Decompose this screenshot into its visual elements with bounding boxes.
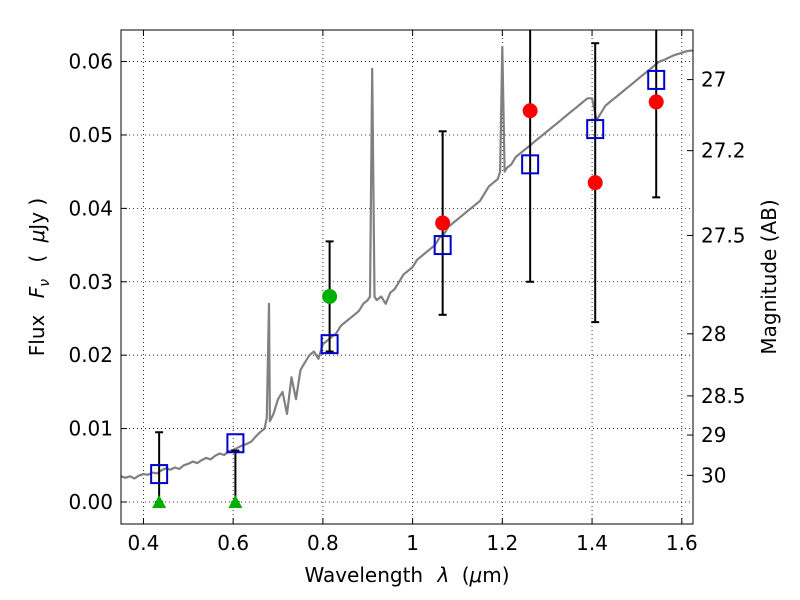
plot-frame <box>120 29 694 525</box>
red-data-point <box>587 175 603 191</box>
x-axis-label-unit-close: m) <box>482 563 509 587</box>
model-box-marker <box>647 69 666 90</box>
x-tick-label: 0.6 <box>217 531 249 555</box>
y-axis-label-unit-mu: μ <box>25 230 49 244</box>
green-triangle-marker <box>228 494 243 508</box>
y-axis-ticks: 0.00 0.01 0.02 0.03 0.04 0.05 0.06 <box>68 50 127 514</box>
y-axis-label-unit-close: Jy ) <box>25 198 49 232</box>
y-tick-label: 0.01 <box>68 417 113 441</box>
y2-tick-label: 30 <box>701 463 726 487</box>
red-data-point <box>648 94 664 110</box>
x-axis-label: Wavelength λ (μm) <box>304 563 509 587</box>
y-tick-label: 0.02 <box>68 343 113 367</box>
y2-tick-label: 27 <box>701 68 726 92</box>
model-box-marker <box>320 334 339 355</box>
y-tick-label: 0.04 <box>68 196 113 220</box>
x-tick-label: 1.6 <box>666 531 698 555</box>
y-axis-label-F: F <box>25 286 49 298</box>
x-tick-label: 1.4 <box>576 531 608 555</box>
model-box-marker <box>226 433 245 454</box>
plot-layer <box>120 30 693 508</box>
green-data-point <box>322 288 338 304</box>
x-tick-label: 1.2 <box>486 531 518 555</box>
y-tick-label: 0.06 <box>68 50 113 74</box>
y2-tick-label: 29 <box>701 423 726 447</box>
model-box-marker <box>521 154 540 175</box>
y2-axis-ticks: 27 27.2 27.5 28 28.5 29 30 <box>687 68 746 487</box>
y2-axis-label: Magnitude (AB) <box>757 199 781 354</box>
spectrum-line <box>120 45 693 480</box>
y2-tick-label: 27.2 <box>701 139 746 163</box>
x-axis-label-unit-open: ( <box>462 563 470 587</box>
x-tick-label: 0.8 <box>307 531 339 555</box>
model-box-marker <box>586 119 605 140</box>
y-tick-label: 0.00 <box>68 490 113 514</box>
x-axis-ticks: 0.4 0.6 0.8 1 1.2 1.4 1.6 <box>128 30 698 555</box>
red-data-point <box>435 215 451 231</box>
model-box-marker <box>433 235 452 256</box>
y-axis-label: Flux Fν ( μJy ) <box>25 198 54 356</box>
x-tick-label: 1 <box>406 531 419 555</box>
y-tick-label: 0.05 <box>68 123 113 147</box>
y-axis-label-text: Flux <box>25 314 49 356</box>
y2-tick-label: 28.5 <box>701 384 746 408</box>
x-axis-label-unit-mu: μ <box>469 563 483 587</box>
model-box-marker <box>150 464 169 485</box>
y2-tick-label: 27.5 <box>701 223 746 247</box>
x-tick-label: 0.4 <box>128 531 160 555</box>
x-axis-label-lambda: λ <box>436 563 449 587</box>
y-axis-label-nu: ν <box>37 279 53 287</box>
x-axis-label-text: Wavelength <box>304 563 423 587</box>
red-data-point <box>522 103 538 119</box>
y2-tick-label: 28 <box>701 322 726 346</box>
y-tick-label: 0.03 <box>68 270 113 294</box>
grid-layer <box>121 30 693 524</box>
green-triangle-marker <box>152 494 167 508</box>
y-axis-label-unit-open: ( <box>25 255 49 263</box>
